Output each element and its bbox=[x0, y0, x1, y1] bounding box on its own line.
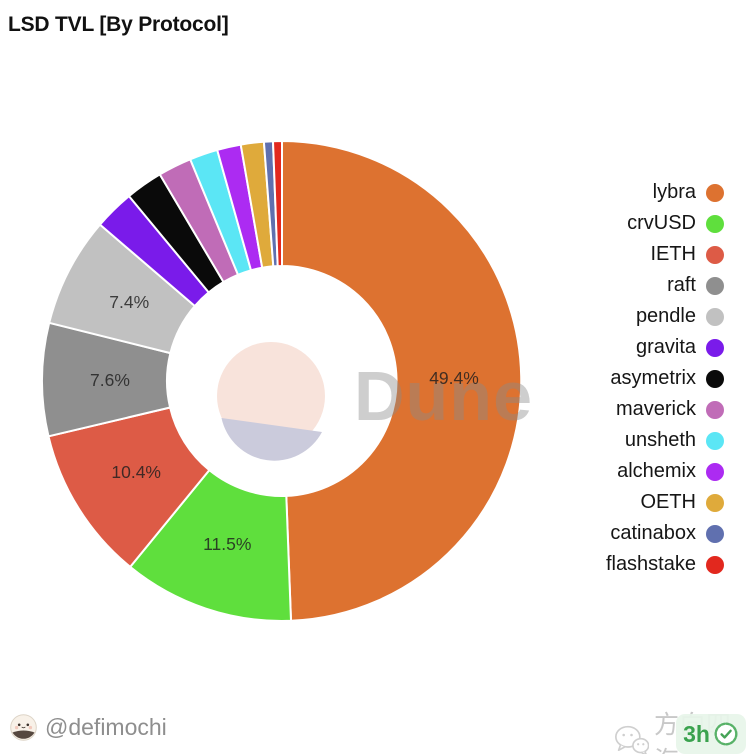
pie-slice-lybra[interactable] bbox=[281, 140, 523, 622]
legend-color-dot bbox=[706, 555, 724, 574]
slice-label-IETH: 10.4% bbox=[111, 462, 161, 482]
legend-label: OETH bbox=[640, 491, 696, 513]
legend-color-dot bbox=[706, 524, 724, 543]
legend-color-dot bbox=[706, 431, 724, 450]
slice-label-pendle: 7.4% bbox=[109, 292, 149, 312]
dune-watermark: Dune bbox=[217, 342, 533, 461]
slice-label-lybra: 49.4% bbox=[429, 368, 479, 388]
legend-item-maverick[interactable]: maverick bbox=[606, 394, 724, 425]
legend-item-raft[interactable]: raft bbox=[606, 270, 724, 301]
legend-label: crvUSD bbox=[627, 212, 696, 234]
dune-watermark-text: Dune bbox=[354, 357, 533, 435]
legend-color-dot bbox=[706, 369, 724, 388]
legend-item-crvUSD[interactable]: crvUSD bbox=[606, 208, 724, 239]
legend-item-catinabox[interactable]: catinabox bbox=[606, 518, 724, 549]
chart-title: LSD TVL [By Protocol] bbox=[8, 13, 229, 36]
legend-label: pendle bbox=[635, 305, 696, 327]
legend-label: flashstake bbox=[605, 553, 696, 575]
defimochi-avatar bbox=[10, 714, 37, 741]
legend-item-flashstake[interactable]: flashstake bbox=[606, 549, 724, 580]
legend-color-dot bbox=[706, 493, 724, 512]
legend-label: asymetrix bbox=[610, 367, 696, 389]
legend-color-dot bbox=[706, 183, 724, 202]
chart-legend: lybra crvUSD IETH raft pendle gravita asymetri… bbox=[606, 177, 724, 580]
legend-color-dot bbox=[706, 245, 724, 264]
slice-label-raft: 7.6% bbox=[90, 370, 130, 390]
legend-item-gravita[interactable]: gravita bbox=[606, 332, 724, 363]
legend-item-OETH[interactable]: OETH bbox=[606, 487, 724, 518]
author-credit: @defimochi bbox=[10, 714, 167, 741]
time-badge-text: 3h bbox=[683, 720, 710, 747]
legend-label: gravita bbox=[635, 336, 696, 358]
verified-check-icon bbox=[714, 722, 738, 746]
slice-labels: 49.4% 11.5% 10.4% 7.6% 7.4% bbox=[90, 292, 479, 554]
legend-item-IETH[interactable]: IETH bbox=[606, 239, 724, 270]
pie-slice-flashstake[interactable] bbox=[272, 140, 283, 268]
legend-label: raft bbox=[667, 274, 696, 296]
time-badge: 3h bbox=[676, 714, 746, 754]
legend-label: catinabox bbox=[610, 522, 696, 544]
legend-item-pendle[interactable]: pendle bbox=[606, 301, 724, 332]
legend-item-lybra[interactable]: lybra bbox=[606, 177, 724, 208]
legend-color-dot bbox=[706, 307, 724, 326]
legend-label: IETH bbox=[650, 243, 696, 265]
pie-slices bbox=[41, 140, 523, 622]
dune-logo-bottom bbox=[221, 418, 322, 461]
slice-label-crvUSD: 11.5% bbox=[203, 534, 251, 554]
legend-color-dot bbox=[706, 338, 724, 357]
legend-color-dot bbox=[706, 276, 724, 295]
legend-color-dot bbox=[706, 462, 724, 481]
legend-label: maverick bbox=[615, 398, 696, 420]
legend-item-unsheth[interactable]: unsheth bbox=[606, 425, 724, 456]
legend-label: lybra bbox=[652, 181, 696, 203]
legend-item-alchemix[interactable]: alchemix bbox=[606, 456, 724, 487]
author-handle[interactable]: @defimochi bbox=[45, 714, 167, 740]
legend-label: alchemix bbox=[617, 460, 696, 482]
legend-color-dot bbox=[706, 214, 724, 233]
wechat-icon bbox=[615, 725, 650, 754]
legend-item-asymetrix[interactable]: asymetrix bbox=[606, 363, 724, 394]
legend-color-dot bbox=[706, 400, 724, 419]
legend-label: unsheth bbox=[624, 429, 696, 451]
